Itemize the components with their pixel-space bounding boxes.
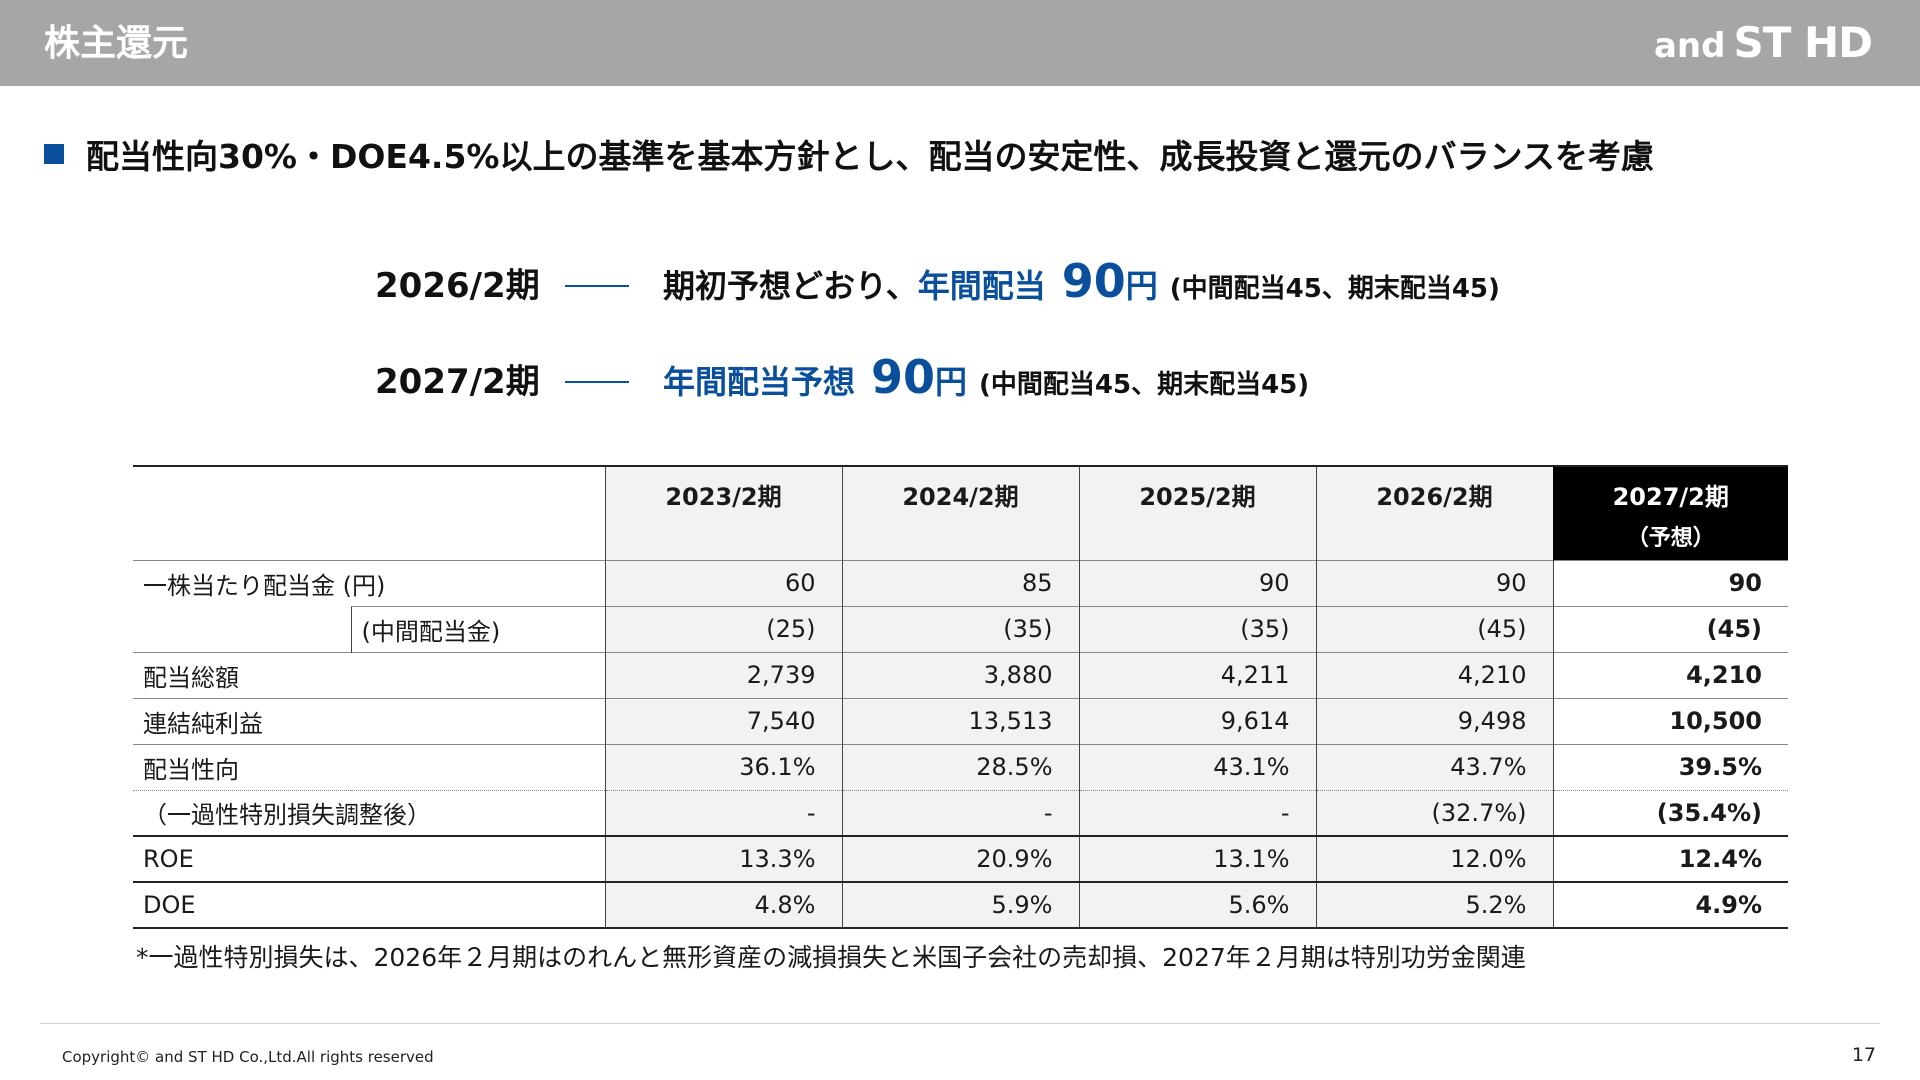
forecast-amount: 90 xyxy=(1061,254,1126,308)
column-header: 2023/2期 xyxy=(604,465,842,560)
table-cell: 9,498 xyxy=(1315,697,1553,744)
forecast-cell: 12.4% xyxy=(1552,835,1788,882)
row-label: 配当総額 xyxy=(133,651,605,698)
table-cell: 2,739 xyxy=(604,651,842,698)
table-cell: (35) xyxy=(841,605,1079,652)
table-row: （一過性特別損失調整後） - - - (32.7%) (35.4%) xyxy=(133,789,1788,836)
row-label: DOE xyxy=(133,881,605,929)
table-cell: 5.9% xyxy=(841,881,1079,929)
table-cell: - xyxy=(1078,789,1316,836)
table-cell: - xyxy=(841,789,1079,836)
table-row: 配当総額 2,739 3,880 4,211 4,210 4,210 xyxy=(133,651,1788,698)
copyright: Copyright© and ST HD Co.,Ltd.All rights … xyxy=(62,1048,434,1066)
row-label: (中間配当金) xyxy=(350,605,605,652)
table-cell: (35) xyxy=(1078,605,1316,652)
row-label-indent xyxy=(133,606,351,652)
table-cell: 7,540 xyxy=(604,697,842,744)
table-cell: 43.1% xyxy=(1078,743,1316,790)
table-row: 一株当たり配当金 (円) 60 85 90 90 90 xyxy=(133,559,1788,606)
forecast-lead: 期初予想どおり、 xyxy=(663,267,918,305)
forecast-row-2026: 2026/2期 期初予想どおり、 年間配当 90 円 (中間配当45、期末配当4… xyxy=(375,254,1500,314)
row-label: ROE xyxy=(133,835,605,882)
logo-prefix: and xyxy=(1653,26,1726,66)
footnote: *一過性特別損失は、2026年２月期はのれんと無形資産の減損損失と米国子会社の売… xyxy=(136,943,1526,972)
forecast-column-header: 2027/2期 （予想） xyxy=(1552,465,1788,560)
policy-statement: 配当性向30%・DOE4.5%以上の基準を基本方針とし、配当の安定性、成長投資と… xyxy=(44,130,1654,178)
forecast-column-label: 2027/2期 xyxy=(1612,483,1729,511)
table-cell: 85 xyxy=(841,559,1079,606)
table-row: DOE 4.8% 5.9% 5.6% 5.2% 4.9% xyxy=(133,881,1788,929)
table-cell: 5.2% xyxy=(1315,881,1553,929)
column-header: 2025/2期 xyxy=(1078,465,1316,560)
page-title: 株主還元 xyxy=(44,23,189,64)
forecast-cell: 4,210 xyxy=(1552,651,1788,698)
table-cell: 13,513 xyxy=(841,697,1079,744)
table-cell: 43.7% xyxy=(1315,743,1553,790)
forecast-row-2027: 2027/2期 年間配当予想 90 円 (中間配当45、期末配当45) xyxy=(375,350,1309,410)
table-cell: 4,210 xyxy=(1315,651,1553,698)
page-number: 17 xyxy=(1851,1044,1876,1066)
table-row: 連結純利益 7,540 13,513 9,614 9,498 10,500 xyxy=(133,697,1788,744)
column-header: 2024/2期 xyxy=(841,465,1079,560)
table-cell: 9,614 xyxy=(1078,697,1316,744)
row-label: （一過性特別損失調整後） xyxy=(133,789,605,836)
column-header: 2026/2期 xyxy=(1315,465,1553,560)
forecast-note: (中間配当45、期末配当45) xyxy=(979,370,1310,400)
forecast-period: 2026/2期 xyxy=(375,266,540,306)
forecast-cell: (35.4%) xyxy=(1552,789,1788,836)
forecast-column-sub: （予想） xyxy=(1626,526,1715,551)
forecast-cell: 4.9% xyxy=(1552,881,1788,929)
forecast-label: 年間配当 xyxy=(917,267,1046,305)
dash-line-icon xyxy=(565,285,629,287)
forecast-label: 年間配当予想 xyxy=(663,363,856,401)
table-cell: 60 xyxy=(604,559,842,606)
footer-divider xyxy=(40,1023,1880,1024)
table-cell: 90 xyxy=(1315,559,1553,606)
table-row: (中間配当金) (25) (35) (35) (45) (45) xyxy=(133,605,1788,652)
table-cell: 4.8% xyxy=(604,881,842,929)
table-cell: (32.7%) xyxy=(1315,789,1553,836)
table-row: 配当性向 36.1% 28.5% 43.1% 43.7% 39.5% xyxy=(133,743,1788,790)
header-bar: 株主還元 and ST HD xyxy=(0,0,1920,86)
row-label: 連結純利益 xyxy=(133,697,605,744)
table-cell: 20.9% xyxy=(841,835,1079,882)
forecast-unit: 円 xyxy=(935,363,968,401)
forecast-note: (中間配当45、期末配当45) xyxy=(1169,274,1500,304)
forecast-unit: 円 xyxy=(1125,267,1158,305)
row-label: 一株当たり配当金 (円) xyxy=(133,559,605,606)
company-logo: and ST HD xyxy=(1653,18,1873,71)
table-header-row: 2023/2期 2024/2期 2025/2期 2026/2期 2027/2期 （… xyxy=(133,465,1788,560)
forecast-cell: 10,500 xyxy=(1552,697,1788,744)
policy-text: 配当性向30%・DOE4.5%以上の基準を基本方針とし、配当の安定性、成長投資と… xyxy=(86,137,1654,176)
table-cell: 4,211 xyxy=(1078,651,1316,698)
forecast-amount: 90 xyxy=(871,350,936,404)
table-cell: 13.1% xyxy=(1078,835,1316,882)
header-blank-cell xyxy=(133,465,605,560)
table-cell: 3,880 xyxy=(841,651,1079,698)
table-cell: 36.1% xyxy=(604,743,842,790)
dash-line-icon xyxy=(565,381,629,383)
table-cell: 28.5% xyxy=(841,743,1079,790)
table-cell: 90 xyxy=(1078,559,1316,606)
table-cell: (45) xyxy=(1315,605,1553,652)
dividend-table: 2023/2期 2024/2期 2025/2期 2026/2期 2027/2期 （… xyxy=(133,465,1788,929)
forecast-period: 2027/2期 xyxy=(375,362,540,402)
table-cell: 13.3% xyxy=(604,835,842,882)
forecast-cell: (45) xyxy=(1552,605,1788,652)
table-row: ROE 13.3% 20.9% 13.1% 12.0% 12.4% xyxy=(133,835,1788,882)
table-cell: 5.6% xyxy=(1078,881,1316,929)
square-bullet-icon xyxy=(44,144,64,164)
forecast-cell: 39.5% xyxy=(1552,743,1788,790)
table-cell: 12.0% xyxy=(1315,835,1553,882)
logo-main: ST HD xyxy=(1733,18,1873,67)
table-cell: (25) xyxy=(604,605,842,652)
forecast-cell: 90 xyxy=(1552,559,1788,606)
row-label: 配当性向 xyxy=(133,743,605,790)
table-cell: - xyxy=(604,789,842,836)
